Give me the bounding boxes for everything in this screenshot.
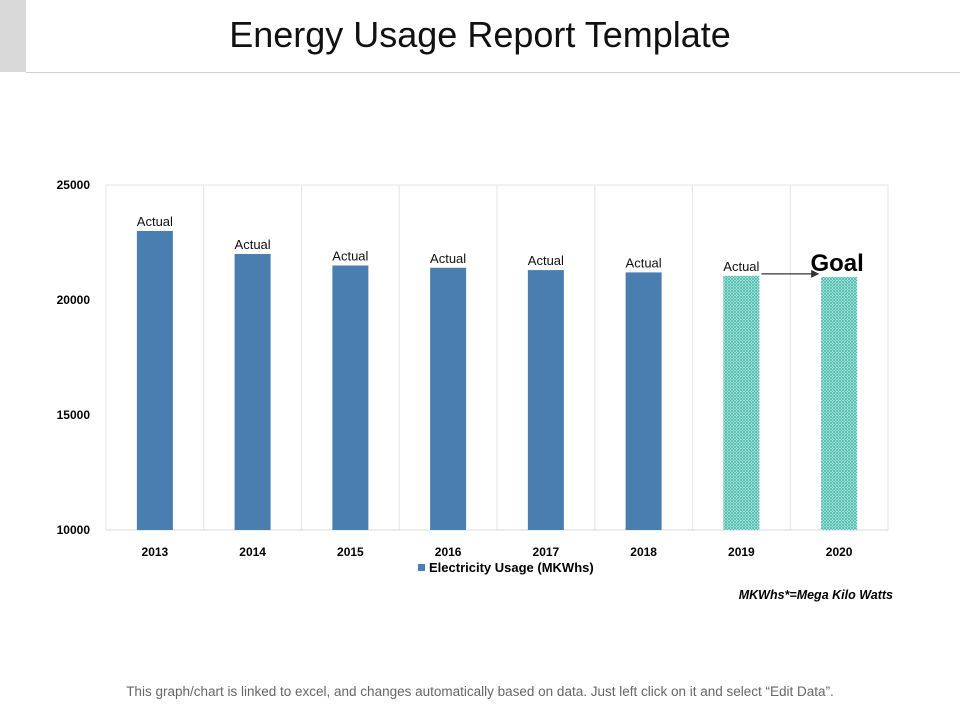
goal-label: Goal — [810, 250, 863, 277]
data-label: Actual — [723, 259, 759, 274]
x-tick-label: 2017 — [533, 545, 560, 559]
bar-2016[interactable] — [430, 267, 467, 530]
x-tick-label: 2016 — [435, 545, 462, 559]
footnote: This graph/chart is linked to excel, and… — [126, 684, 834, 699]
data-label: Actual — [528, 253, 564, 268]
data-label: Actual — [430, 251, 466, 266]
title-divider — [26, 72, 960, 73]
x-tick-label: 2014 — [239, 545, 266, 559]
x-tick-label: 2020 — [826, 545, 853, 559]
x-tick-label: 2018 — [630, 545, 657, 559]
data-label: Actual — [235, 237, 271, 252]
bar-2020[interactable] — [821, 277, 858, 530]
page-title: Energy Usage Report Template — [229, 14, 731, 55]
corner-accent-block — [0, 0, 26, 72]
data-label: Actual — [332, 249, 368, 264]
legend-label: Electricity Usage (MKWhs) — [429, 560, 594, 575]
x-tick-label: 2015 — [337, 545, 364, 559]
unit-note: MKWhs*=Mega Kilo Watts — [739, 588, 893, 602]
x-tick-label: 2013 — [142, 545, 169, 559]
y-tick-label: 10000 — [57, 523, 91, 537]
data-label: Actual — [626, 255, 662, 270]
y-tick-label: 20000 — [57, 293, 91, 307]
legend-swatch — [418, 564, 425, 571]
y-tick-label: 25000 — [57, 178, 91, 192]
y-tick-label: 15000 — [57, 408, 91, 422]
bar-2013[interactable] — [136, 231, 173, 530]
bar-2018[interactable] — [625, 272, 662, 530]
data-label: Actual — [137, 214, 173, 229]
bar-2019[interactable] — [723, 275, 760, 530]
bar-2015[interactable] — [332, 265, 369, 531]
bar-2014[interactable] — [234, 254, 271, 530]
x-tick-label: 2019 — [728, 545, 755, 559]
bar-2017[interactable] — [527, 270, 564, 530]
